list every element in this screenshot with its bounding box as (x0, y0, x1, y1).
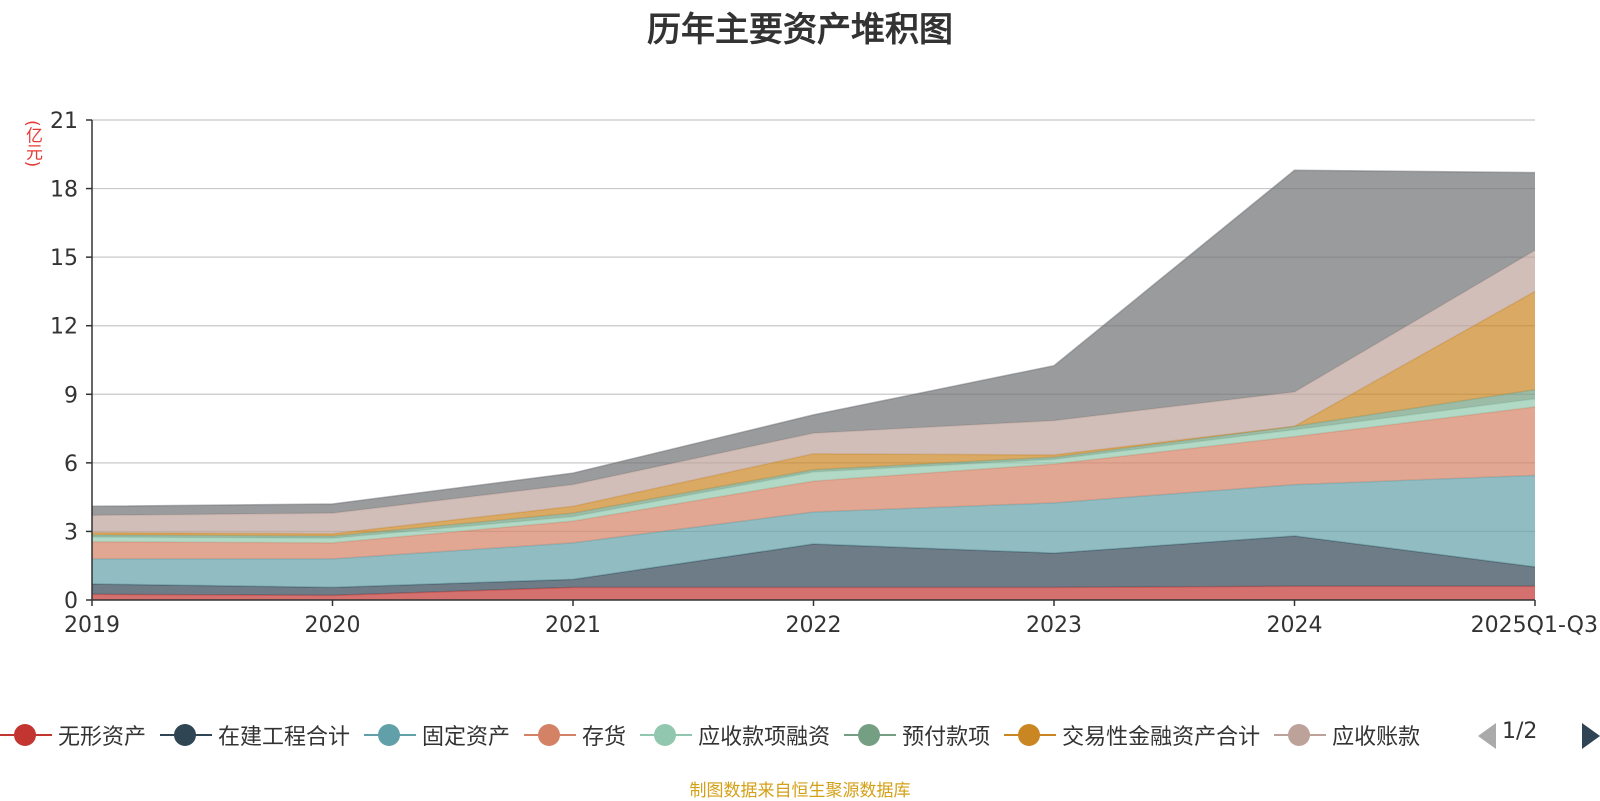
y-tick-label: 9 (64, 383, 78, 408)
legend-item[interactable]: 应收款项融资 (640, 715, 830, 755)
x-tick-label: 2023 (1026, 613, 1082, 638)
legend-label: 无形资产 (58, 725, 147, 750)
legend-item[interactable]: 应收账款 (1274, 715, 1420, 755)
legend-item[interactable]: 固定资产 (364, 715, 510, 755)
legend-marker-icon (160, 715, 213, 755)
legend-next-page-icon[interactable] (1582, 723, 1600, 749)
legend-marker-icon (0, 715, 52, 755)
y-axis-unit-label: (亿元) (22, 120, 42, 168)
y-tick-label: 6 (64, 452, 78, 477)
legend-item[interactable]: 在建工程合计 (160, 715, 350, 755)
x-tick-label: 2022 (786, 613, 842, 638)
x-tick-label: 2021 (545, 613, 601, 638)
legend-item[interactable]: 交易性金融资产合计 (1004, 715, 1260, 755)
area-series-3[interactable] (92, 406, 1535, 559)
x-tick-label: 2025Q1-Q3 (1471, 613, 1598, 638)
y-tick-label: 12 (50, 315, 78, 340)
legend-label: 应收款项融资 (698, 725, 831, 750)
legend-label: 预付款项 (902, 725, 991, 750)
area-series-layer (91, 169, 1536, 600)
legend-pager: 1/2 (1478, 715, 1600, 755)
y-tick-label: 15 (50, 246, 78, 271)
source-note: 制图数据来自恒生聚源数据库 (689, 781, 911, 801)
legend-label: 交易性金融资产合计 (1062, 725, 1261, 750)
y-tick-label: 18 (50, 178, 78, 203)
legend-label: 应收账款 (1332, 725, 1421, 750)
legend-page-indicator: 1/2 (1502, 719, 1538, 744)
area-series-2[interactable] (92, 475, 1535, 588)
legend-label: 在建工程合计 (218, 725, 351, 750)
x-tick-label: 2019 (64, 613, 120, 638)
x-tick-label: 2024 (1267, 613, 1323, 638)
legend-prev-page-icon[interactable] (1478, 723, 1496, 749)
legend: 无形资产 在建工程合计 固定资产 存货 应收款项融资 预付款项 交易性金融资产合计 应收账款 (0, 715, 1470, 755)
legend-item[interactable]: 无形资产 (0, 715, 146, 755)
legend-item[interactable]: 预付款项 (844, 715, 990, 755)
legend-item[interactable]: 存货 (524, 715, 626, 755)
area-series-edge-8 (91, 169, 1536, 508)
chart-title: 历年主要资产堆积图 (647, 10, 953, 50)
legend-marker-icon (640, 715, 693, 755)
y-tick-label: 3 (64, 520, 78, 545)
legend-label: 存货 (582, 725, 627, 750)
legend-label: 固定资产 (422, 725, 511, 750)
y-tick-label: 21 (50, 109, 78, 134)
area-series-0[interactable] (92, 586, 1535, 600)
legend-marker-icon (524, 715, 577, 755)
axes: 0 3 6 9 12 15 18 21 2019 2020 2021 2022 2023 2024 2025… (50, 109, 1598, 638)
legend-marker-icon (844, 715, 897, 755)
area-series-8[interactable] (92, 170, 1535, 516)
legend-marker-icon (1004, 715, 1057, 755)
x-tick-label: 2020 (305, 613, 361, 638)
legend-marker-icon (1274, 715, 1327, 755)
legend-marker-icon (364, 715, 417, 755)
y-tick-label: 0 (64, 589, 78, 614)
area-series-1[interactable] (92, 536, 1535, 596)
